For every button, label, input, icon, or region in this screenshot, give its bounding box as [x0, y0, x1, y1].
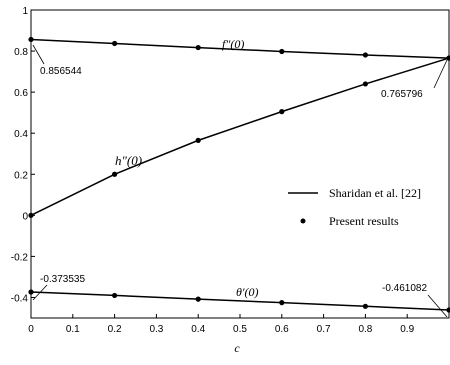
data-point-theta — [112, 292, 118, 299]
data-point-fpp — [279, 48, 285, 55]
data-point-fpp — [195, 44, 201, 51]
data-point-hpp — [362, 81, 368, 87]
data-point-theta — [195, 296, 201, 302]
curve-label-hpp: h″(0) — [115, 153, 142, 168]
annotation-fpp-start: 0.856544 — [40, 66, 82, 77]
data-point-theta — [362, 303, 368, 309]
x-tick-label: 0 — [28, 324, 34, 335]
y-tick-label: -0.2 — [11, 252, 29, 263]
y-tick-label: 0.6 — [14, 88, 28, 99]
ticks-layer: 0 0.1 0.2 0.3 0.4 0.5 0.6 0.7 0.8 0.9 1 0.8 0.6 0.4 0.… — [11, 6, 415, 335]
data-point-fpp — [112, 40, 118, 47]
y-tick-label: 1 — [22, 6, 28, 17]
series-line-hpp — [30, 57, 450, 217]
data-point-hpp — [112, 171, 118, 177]
x-tick-label: 0.9 — [400, 324, 414, 335]
plot-frame — [30, 9, 450, 319]
data-point-fpp — [362, 52, 368, 58]
x-tick-label: 0.6 — [275, 324, 289, 335]
y-tick-label: 0.8 — [14, 47, 28, 58]
x-tick-label: 0.5 — [233, 324, 247, 335]
x-tick-label: 0.2 — [108, 324, 122, 335]
annotation-leader-theta-start — [32, 284, 48, 301]
annotation-theta-end: -0.461082 — [382, 283, 427, 294]
annotation-leader-hpp — [433, 59, 448, 89]
legend-line-label: Sharidan et al. [22] — [329, 186, 421, 200]
x-tick-label: 0.1 — [66, 324, 80, 335]
data-point-hpp — [279, 109, 285, 115]
data-point-theta — [279, 300, 285, 306]
y-tick-label: -0.4 — [11, 293, 29, 304]
y-tick-label: 0.4 — [14, 129, 28, 140]
series-line-theta — [30, 291, 450, 311]
data-point-hpp — [195, 137, 201, 143]
x-tick-label: 0.3 — [149, 324, 163, 335]
x-tick-label: 0.8 — [358, 324, 372, 335]
x-tick-label: 0.7 — [317, 324, 331, 335]
legend: Sharidan et al. [22] Present results — [288, 186, 421, 228]
curve-label-fpp: f″(0) — [222, 37, 244, 51]
y-tick-label: 0 — [22, 211, 28, 222]
annotation-leader-theta-end — [427, 294, 448, 318]
series-line-fpp — [30, 38, 450, 59]
x-axis-label: c — [234, 341, 240, 355]
x-tick-label: 0.4 — [191, 324, 205, 335]
legend-marker-swatch — [300, 218, 306, 224]
y-tick-label: 0.2 — [14, 170, 28, 181]
legend-marker-label: Present results — [329, 214, 399, 228]
annotation-theta-start: -0.373535 — [40, 274, 85, 285]
annotation-hpp-end: 0.765796 — [381, 89, 423, 100]
curve-label-theta: θ′(0) — [236, 285, 259, 299]
annotation-leader-fpp — [32, 44, 45, 65]
series-layer — [28, 36, 450, 313]
